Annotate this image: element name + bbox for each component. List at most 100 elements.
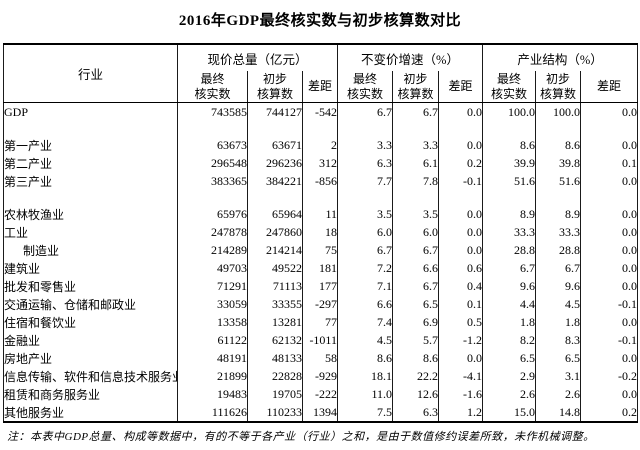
cell-value: 100.0 [535,102,582,121]
cell-value: 22.2 [392,367,439,385]
cell-value: -1.6 [437,385,484,403]
cell-value: 6.7 [337,102,393,121]
cell-value: -222 [302,385,338,403]
cell-value: 6.7 [392,277,439,295]
cell-value: -0.1 [580,295,639,313]
spacer-cell [3,190,178,205]
cell-value: 51.6 [535,172,582,190]
cell-value: 1394 [302,403,338,422]
cell-value: 71291 [177,277,248,295]
cell-value: 14.8 [535,403,582,422]
cell-value: 6.3 [337,154,393,172]
cell-value: 0.0 [580,313,639,331]
cell-value: 4.5 [535,295,582,313]
footnote: 注：本表中GDP总量、构成等数据中，有的不等于各产业（行业）之和，是由于数值修约… [7,431,595,443]
row-label: 批发和零售业 [3,277,178,295]
cell-value: 312 [302,154,338,172]
spacer-row [3,190,639,205]
cell-value: 15.0 [482,403,537,422]
cell-value: 6.7 [392,241,439,259]
cell-value: 181 [302,259,338,277]
cell-value: 0.5 [437,313,484,331]
column-header: 差距 [437,71,484,103]
cell-value: 0.1 [580,154,639,172]
cell-value: 49703 [177,259,248,277]
spacer-cell [3,121,178,136]
cell-value: 7.7 [337,172,393,190]
cell-value: 33059 [177,295,248,313]
row-label: 金融业 [3,331,178,349]
cell-value: 0.0 [580,349,639,367]
cell-value: 4.5 [337,331,393,349]
table-row: 房地产业 48191 48133 58 8.6 8.6 0.0 6.5 6.5 0.0 [3,349,639,367]
cell-value: 62132 [247,331,303,349]
cell-value: 0.0 [580,277,639,295]
cell-value: 0.0 [580,172,639,190]
cell-value: 18.1 [337,367,393,385]
table-row: 第三产业 383365 384221 -856 7.7 7.8 -0.1 51.6 51.6 0.… [3,172,639,190]
cell-value: 296548 [177,154,248,172]
row-label: 租赁和商务服务业 [3,385,178,403]
table-row: 租赁和商务服务业 19483 19705 -222 11.0 12.6 -1.6 2.6 2.6… [3,385,639,403]
cell-value: 3.3 [337,136,393,154]
column-header: 初步 核算数 [247,71,303,103]
cell-value: 0.0 [580,102,639,121]
cell-value: 51.6 [482,172,537,190]
spacer-cell [535,190,582,205]
cell-value: 11 [302,205,338,223]
cell-value: 743585 [177,102,248,121]
column-header: 最终 核实数 [177,71,248,103]
cell-value: 33355 [247,295,303,313]
cell-value: -542 [302,102,338,121]
cell-value: 0.0 [580,385,639,403]
group-header-constant-growth: 不变价增速（%） [336,44,484,71]
cell-value: -4.1 [437,367,484,385]
cell-value: 0.0 [580,241,639,259]
spacer-cell [580,190,639,205]
cell-value: 2 [302,136,338,154]
cell-value: 8.2 [482,331,537,349]
row-label: 信息传输、软件和信息技术服务业 [3,367,178,385]
cell-value: 18 [302,223,338,241]
cell-value: 6.1 [392,154,439,172]
cell-value: -929 [302,367,338,385]
cell-value: 2.6 [482,385,537,403]
table-row: 金融业 61122 62132 -1011 4.5 5.7 -1.2 8.2 8.3 -0.1 [3,331,639,349]
cell-value: 71113 [247,277,303,295]
table-row: 工业 247878 247860 18 6.0 6.0 0.0 33.3 33.3 0.0 [3,223,639,241]
table-row: 农林牧渔业 65976 65964 11 3.5 3.5 0.0 8.9 8.9 0.0 [3,205,639,223]
cell-value: 247878 [177,223,248,241]
cell-value: 0.2 [580,403,639,422]
cell-value: 39.8 [535,154,582,172]
column-header: 初步 核算数 [535,71,582,103]
cell-value: 77 [302,313,338,331]
cell-value: 4.4 [482,295,537,313]
cell-value: 0.2 [437,154,484,172]
spacer-cell [247,190,303,205]
cell-value: 0.0 [437,205,484,223]
row-label: 工业 [3,223,178,241]
cell-value: 8.3 [535,331,582,349]
cell-value: 0.0 [437,349,484,367]
cell-value: 296236 [247,154,303,172]
spacer-cell [580,121,639,136]
cell-value: 0.0 [580,136,639,154]
cell-value: 0.0 [580,205,639,223]
cell-value: 0.6 [437,259,484,277]
cell-value: 6.6 [337,295,393,313]
cell-value: 6.0 [337,223,393,241]
cell-value: 3.5 [337,205,393,223]
cell-value: 8.6 [535,136,582,154]
row-label: 房地产业 [3,349,178,367]
cell-value: -297 [302,295,338,313]
cell-value: 33.3 [535,223,582,241]
cell-value: 65964 [247,205,303,223]
cell-value: 6.9 [392,313,439,331]
group-header-row: 行业 现价总量（亿元） 不变价增速（%） 产业结构（%） [3,44,639,103]
cell-value: -0.2 [580,367,639,385]
cell-value: 8.6 [392,349,439,367]
cell-value: 65976 [177,205,248,223]
cell-value: 0.0 [437,223,484,241]
cell-value: 0.0 [437,102,484,121]
cell-value: 214289 [177,241,248,259]
